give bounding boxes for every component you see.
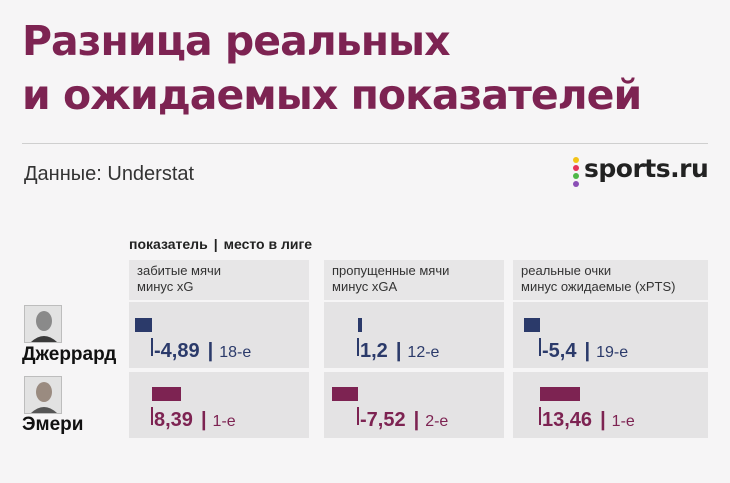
rank-text: 18-е xyxy=(219,344,252,361)
value-text: 1,2 xyxy=(360,340,388,362)
bar xyxy=(540,387,581,401)
bar xyxy=(332,387,358,401)
brand-dot xyxy=(573,165,579,171)
data-label: 13,46 | 1-е xyxy=(542,409,635,432)
column-header-line: забитые мячи xyxy=(137,263,222,278)
brand-dot xyxy=(573,157,579,163)
brand-dots-icon xyxy=(572,157,580,187)
brand-dot xyxy=(573,181,579,187)
data-label: 1,2 | 12-е xyxy=(360,340,439,363)
data-label: -4,89 | 18-е xyxy=(154,340,251,363)
cell-bg xyxy=(129,302,309,368)
value-text: -4,89 xyxy=(154,340,200,362)
data-label: -7,52 | 2-е xyxy=(360,409,448,432)
avatar xyxy=(24,305,62,343)
player-portrait-icon xyxy=(25,377,61,413)
avatar xyxy=(24,376,62,414)
zero-line xyxy=(151,338,153,356)
cell-bg xyxy=(324,372,504,438)
column-header-line: минус xG xyxy=(137,279,194,294)
cell-bg xyxy=(513,372,708,438)
value-separator: | xyxy=(200,409,207,431)
column-header-line: пропущенные мячи xyxy=(332,263,450,278)
cell-bg xyxy=(324,302,504,368)
zero-line xyxy=(151,407,153,425)
rank-text: 19-е xyxy=(596,344,629,361)
brand-name: sports.ru xyxy=(584,154,709,183)
value-text: 13,46 xyxy=(542,409,593,431)
value-text: -7,52 xyxy=(360,409,406,431)
column-header-line: минус ожидаемые (xPTS) xyxy=(521,279,676,294)
title-line-1: Разница реальных xyxy=(22,17,451,65)
column-header-goals: забитые мячи минус xG xyxy=(129,260,309,300)
column-header-points: реальные очки минус ожидаемые (xPTS) xyxy=(513,260,708,300)
legend-metric: показатель xyxy=(129,236,208,252)
bar xyxy=(135,318,152,332)
player-name: Джеррард xyxy=(22,344,117,365)
data-label: -5,4 | 19-е xyxy=(542,340,628,363)
legend: показатель | место в лиге xyxy=(129,236,312,252)
rank-text: 2-е xyxy=(425,413,449,430)
brand-dot xyxy=(573,173,579,179)
divider xyxy=(22,143,708,144)
value-separator: | xyxy=(395,340,402,362)
value-separator: | xyxy=(584,340,591,362)
bar xyxy=(523,318,540,332)
value-separator: | xyxy=(600,409,606,431)
zero-line xyxy=(539,407,541,425)
brand-logo[interactable]: sports.ru xyxy=(572,154,712,190)
zero-line xyxy=(357,407,359,425)
zero-line xyxy=(539,338,541,356)
value-text: -5,4 xyxy=(542,340,577,362)
bar xyxy=(152,387,181,401)
zero-line xyxy=(357,338,359,356)
player-portrait-icon xyxy=(25,306,61,342)
column-header-conceded: пропущенные мячи минус xGA xyxy=(324,260,504,300)
value-separator: | xyxy=(207,340,214,362)
page-title: Разница реальных и ожидаемых показателей xyxy=(22,14,642,122)
value-separator: | xyxy=(413,409,420,431)
bar xyxy=(358,318,363,332)
data-label: 8,39 | 1-е xyxy=(154,409,236,432)
column-header-line: реальные очки xyxy=(521,263,612,278)
rank-text: 1-е xyxy=(212,413,236,430)
rank-text: 12-е xyxy=(407,344,440,361)
value-text: 8,39 xyxy=(154,409,193,431)
rank-text: 1-е xyxy=(611,413,635,430)
cell-bg xyxy=(129,372,309,438)
title-line-2: и ожидаемых показателей xyxy=(22,71,642,119)
player-name: Эмери xyxy=(22,414,84,435)
column-header-line: минус xGA xyxy=(332,279,398,294)
cell-bg xyxy=(513,302,708,368)
legend-separator: | xyxy=(213,236,218,252)
legend-rank: место в лиге xyxy=(223,236,313,252)
source-note: Данные: Understat xyxy=(24,163,195,185)
